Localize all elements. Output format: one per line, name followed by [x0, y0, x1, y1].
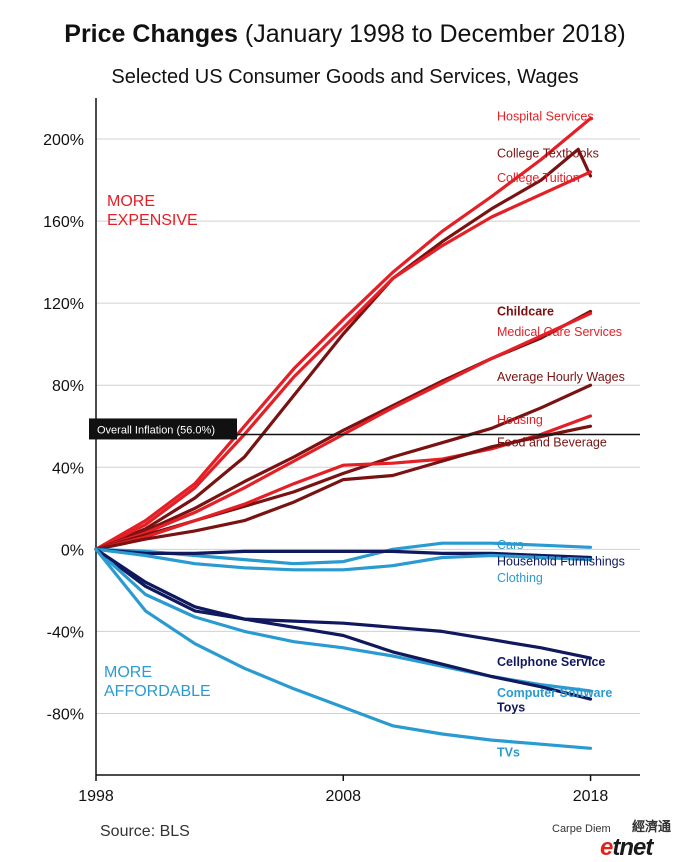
series-line-tvs — [94, 547, 593, 750]
chart-subtitle: Selected US Consumer Goods and Services,… — [111, 66, 579, 88]
y-tick-label: 160% — [43, 214, 84, 231]
y-tick-label: 200% — [43, 132, 84, 149]
inflation-label-box — [89, 418, 237, 440]
credit-note: Carpe Diem — [552, 823, 611, 835]
series-label-toys: Toys — [497, 700, 525, 714]
series-label-cellphone-service: Cellphone Service — [497, 655, 605, 669]
x-tick-label: 1998 — [78, 788, 114, 805]
series-label-college-tuition: College Tuition — [497, 171, 580, 185]
series-line-clothing — [94, 547, 593, 572]
brand-logo: etnet — [600, 834, 653, 862]
y-tick-label: -40% — [47, 624, 84, 641]
y-tick-label: 40% — [52, 460, 84, 477]
series-label-childcare: Childcare — [497, 304, 554, 318]
series-label-computer-software: Computer Software — [497, 686, 612, 700]
y-tick-label: 120% — [43, 296, 84, 313]
more-affordable-label: MORE — [104, 664, 152, 681]
chart-title-period: (January 1998 to December 2018) — [244, 20, 626, 48]
x-tick-label: 2008 — [325, 788, 361, 805]
chart-title: Price Changes (January 1998 to December … — [0, 20, 690, 49]
more-expensive-label: EXPENSIVE — [107, 212, 198, 229]
series-line-college-textbooks — [94, 147, 593, 551]
series-line-college-tuition — [94, 170, 593, 551]
chart-title-main: Price Changes — [64, 20, 238, 48]
more-expensive-label: MORE — [107, 193, 155, 210]
series-line-food-and-beverage — [94, 424, 593, 551]
series-line-toys — [94, 547, 593, 701]
y-tick-label: 0% — [61, 542, 84, 559]
series-line-cellphone-service — [94, 547, 593, 660]
series-label-medical-care-services: Medical Care Services — [497, 325, 622, 339]
brand-logo-e: e — [600, 834, 613, 861]
series-label-college-textbooks: College Textbooks — [497, 146, 599, 160]
more-affordable-label: AFFORDABLE — [104, 683, 211, 700]
y-tick-label: 80% — [52, 378, 84, 395]
series-label-average-hourly-wages: Average Hourly Wages — [497, 370, 625, 384]
series-label-tvs: TVs — [497, 745, 520, 759]
series-label-household-furnishings: Household Furnishings — [497, 555, 625, 569]
series-label-clothing: Clothing — [497, 571, 543, 585]
series-label-food-and-beverage: Food and Beverage — [497, 436, 607, 450]
inflation-label: Overall Inflation (56.0%) — [97, 424, 215, 436]
series-line-hospital-services — [94, 116, 593, 551]
series-label-cars: Cars — [497, 538, 523, 552]
brand-logo-cn: 經濟通 — [632, 819, 672, 834]
y-tick-label: -80% — [47, 706, 84, 723]
brand-logo-rest: tnet — [612, 834, 653, 861]
source-note: Source: BLS — [100, 823, 190, 840]
x-tick-label: 2018 — [573, 788, 609, 805]
series-label-housing: Housing — [497, 413, 543, 427]
series-line-household-furnishings — [94, 547, 593, 560]
series-label-hospital-services: Hospital Services — [497, 109, 594, 123]
